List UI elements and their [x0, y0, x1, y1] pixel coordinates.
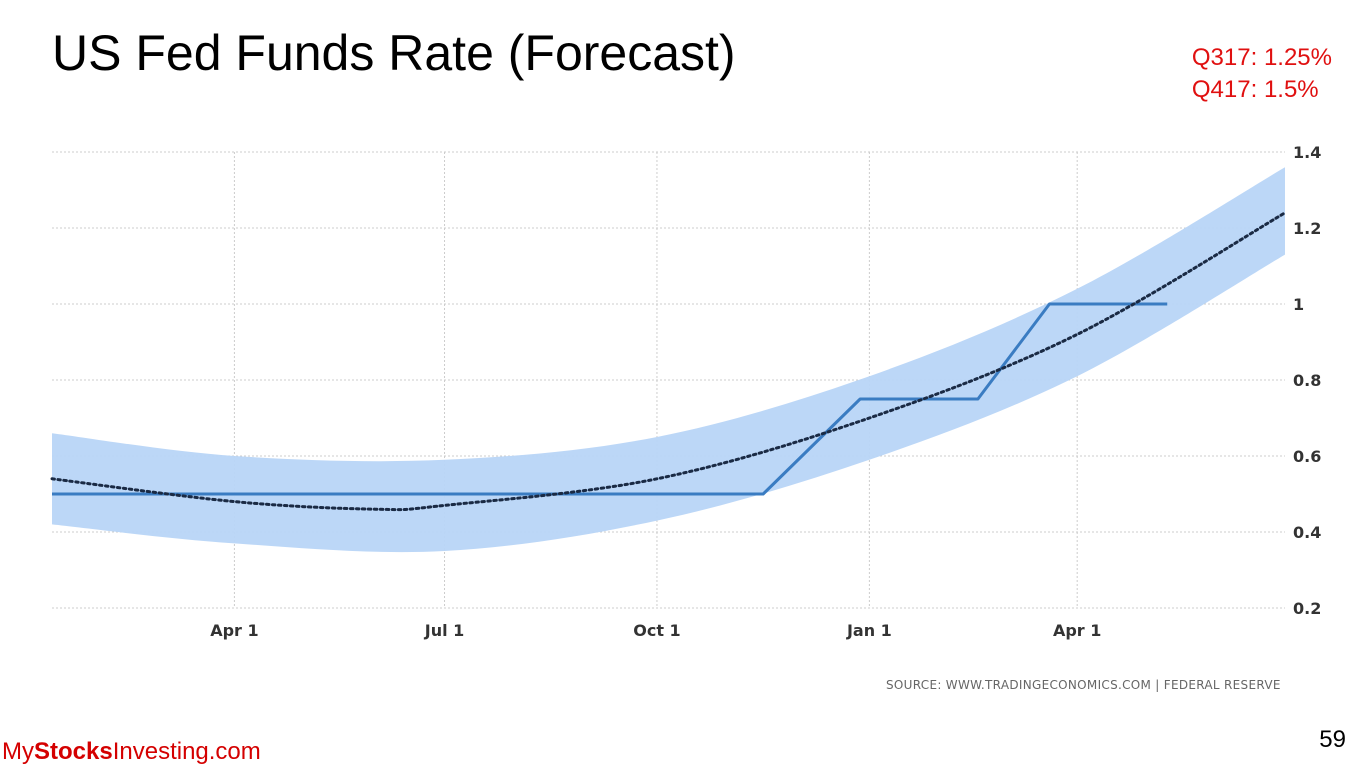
x-tick-label: Jul 1: [424, 621, 465, 640]
source-note: SOURCE: WWW.TRADINGECONOMICS.COM | FEDER…: [886, 678, 1281, 692]
y-tick-label: 1: [1293, 295, 1304, 314]
y-tick-label: 0.8: [1293, 371, 1321, 390]
x-tick-label: Jan 1: [846, 621, 892, 640]
y-tick-label: 0.4: [1293, 523, 1321, 542]
trend-dotted-line: [50, 211, 1287, 512]
tick-label-layer: 1.4 1.2 1 0.8 0.6 0.4 0.2 Apr 1 Jul 1 Oct 1 Jan 1 A…: [210, 143, 1321, 640]
page-number: 59: [1319, 726, 1346, 753]
x-tick-label: Oct 1: [633, 621, 680, 640]
forecast-q317: Q317: 1.25%: [1191, 44, 1332, 71]
brand-part-my: My: [2, 738, 34, 765]
brand-logo-text[interactable]: MyStocksInvesting.com: [2, 738, 261, 766]
y-tick-label: 1.2: [1293, 219, 1321, 238]
x-tick-label: Apr 1: [210, 621, 258, 640]
brand-part-investing: Investing.com: [112, 738, 261, 765]
y-tick-label: 1.4: [1293, 143, 1321, 162]
trend-line-layer: [50, 211, 1287, 512]
forecast-callout: Q317: 1.25% Q417: 1.5%: [1192, 42, 1332, 106]
y-tick-label: 0.6: [1293, 447, 1321, 466]
page-title: US Fed Funds Rate (Forecast): [52, 25, 736, 81]
forecast-q417: Q417: 1.5%: [1191, 76, 1319, 103]
y-tick-label: 0.2: [1293, 599, 1321, 618]
brand-part-stocks: Stocks: [34, 738, 113, 765]
x-tick-label: Apr 1: [1053, 621, 1101, 640]
